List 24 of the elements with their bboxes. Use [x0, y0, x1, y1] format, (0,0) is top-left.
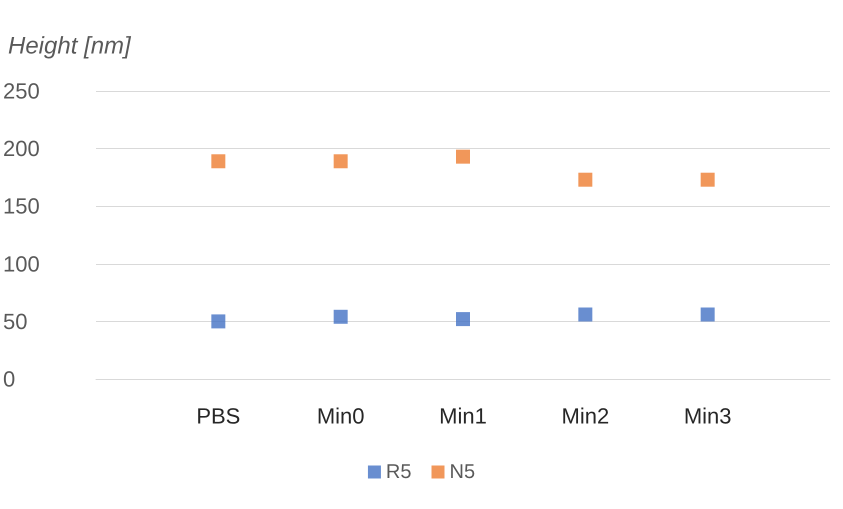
point [456, 312, 470, 326]
point [578, 172, 592, 187]
point [211, 154, 226, 168]
x-tick-label: Min0 [316, 404, 365, 428]
x-tick-label: Min1 [439, 404, 487, 428]
y-axis-title: Height [nm] [8, 32, 132, 60]
x-tick-label: Min2 [561, 404, 610, 428]
y-tick-label: 0 [3, 366, 16, 392]
y-tick-label: 250 [3, 78, 40, 104]
x-tick-label: Min3 [684, 404, 732, 428]
point [211, 314, 226, 328]
y-tick-label: 50 [3, 308, 28, 334]
y-tick-label: 200 [3, 136, 40, 162]
point [700, 172, 715, 187]
y-tick-label: 150 [3, 194, 40, 219]
point [334, 310, 348, 324]
legend-label: R5 [386, 461, 412, 483]
point [456, 150, 470, 164]
y-tick-label: 100 [3, 251, 40, 276]
point [700, 307, 715, 322]
point [578, 307, 592, 322]
x-tick-label: PBS [196, 404, 240, 428]
legend-label: N5 [450, 461, 476, 483]
point [334, 154, 348, 168]
